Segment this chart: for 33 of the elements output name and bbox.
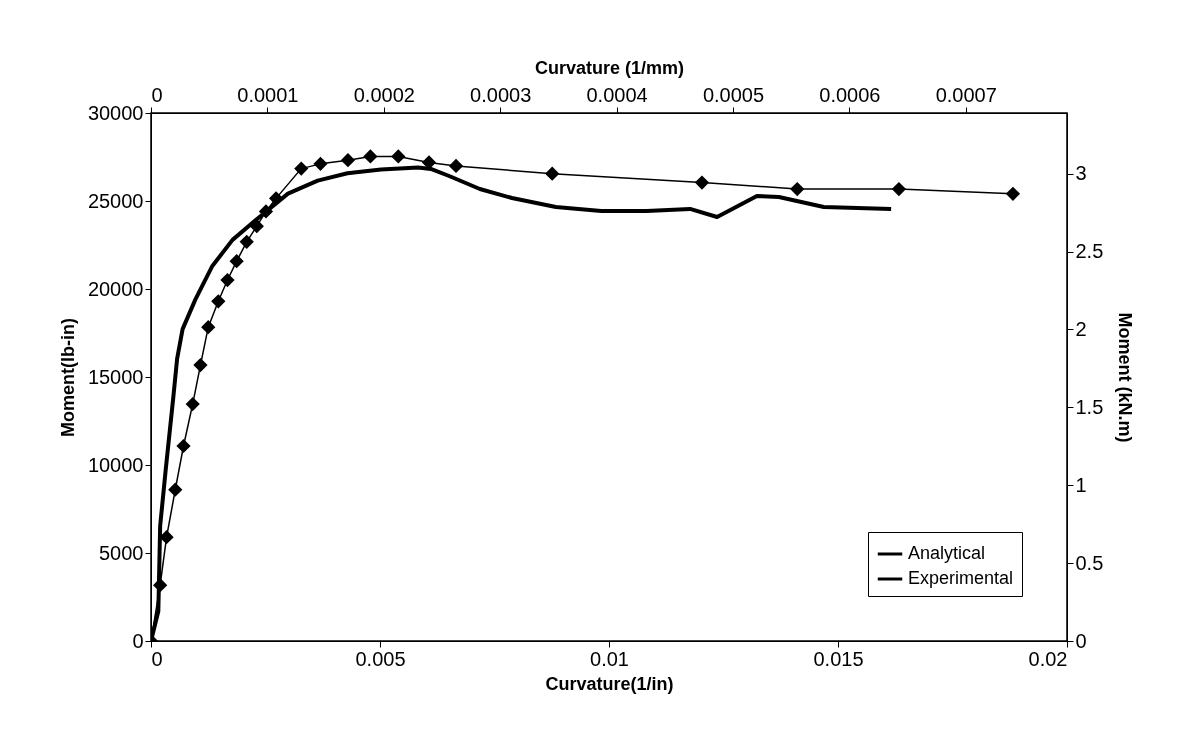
x-tick-label: 0 bbox=[151, 647, 163, 670]
x2-tick-label: 0.0003 bbox=[470, 83, 532, 106]
y-tick-label: 20000 bbox=[87, 277, 144, 300]
y-tick-label: 0 bbox=[132, 629, 144, 652]
x2-tick-label: 0.0004 bbox=[586, 83, 648, 106]
y2-tick-label: 2 bbox=[1075, 318, 1087, 340]
x2-tick-label: 0.0006 bbox=[819, 83, 881, 106]
legend-label: Experimental bbox=[908, 568, 1014, 588]
y2-tick-label: 3 bbox=[1075, 162, 1087, 185]
y2-tick-label: 2.5 bbox=[1075, 240, 1104, 263]
x2-tick-label: 0 bbox=[151, 83, 163, 106]
x2-axis-title: Curvature (1/mm) bbox=[534, 57, 685, 78]
x2-tick-label: 0.0007 bbox=[935, 83, 997, 106]
y-tick-label: 5000 bbox=[99, 541, 144, 564]
y2-tick-label: 1.5 bbox=[1075, 395, 1104, 418]
y-tick-label: 15000 bbox=[87, 365, 144, 388]
x-tick-label: 0.005 bbox=[355, 647, 406, 670]
y-tick-label: 25000 bbox=[87, 189, 144, 212]
y-tick-label: 30000 bbox=[87, 101, 144, 124]
x2-tick-label: 0.0001 bbox=[237, 83, 299, 106]
y2-axis-title: Moment (kN.m) bbox=[1115, 312, 1136, 443]
x2-tick-label: 0.0005 bbox=[702, 83, 765, 106]
legend-label: Analytical bbox=[908, 543, 986, 563]
x-tick-label: 0.02 bbox=[1028, 647, 1068, 670]
y2-tick-label: 0.5 bbox=[1075, 551, 1104, 574]
x-axis-title: Curvature(1/in) bbox=[545, 673, 674, 694]
y-tick-label: 10000 bbox=[87, 453, 144, 476]
x-tick-label: 0.015 bbox=[813, 647, 864, 670]
y2-tick-label: 1 bbox=[1075, 473, 1087, 496]
x2-tick-label: 0.0002 bbox=[353, 83, 415, 106]
y2-tick-label: 0 bbox=[1075, 629, 1087, 652]
y-axis-title: Moment(lb-in) bbox=[57, 318, 78, 437]
x-tick-label: 0.01 bbox=[590, 647, 629, 670]
